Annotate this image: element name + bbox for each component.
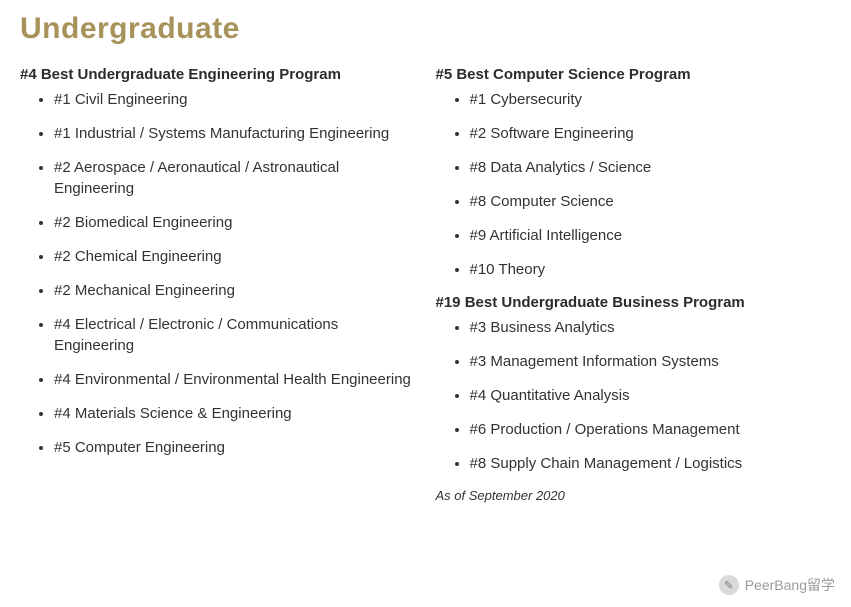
left-column: #4 Best Undergraduate Engineering Progra… (20, 58, 416, 503)
section-cs: #5 Best Computer Science Program #1 Cybe… (436, 66, 832, 280)
section-business: #19 Best Undergraduate Business Program … (436, 294, 832, 474)
page-title: Undergraduate (20, 12, 831, 46)
columns-container: #4 Best Undergraduate Engineering Progra… (20, 58, 831, 503)
as-of-caption: As of September 2020 (436, 488, 832, 503)
list-item: #4 Electrical / Electronic / Communicati… (54, 314, 416, 356)
section-heading-cs: #5 Best Computer Science Program (436, 66, 832, 83)
page-root: Undergraduate #4 Best Undergraduate Engi… (0, 0, 851, 503)
list-business: #3 Business Analytics #3 Management Info… (436, 317, 832, 474)
list-item: #1 Civil Engineering (54, 89, 416, 110)
list-cs: #1 Cybersecurity #2 Software Engineering… (436, 89, 832, 280)
list-item: #5 Computer Engineering (54, 437, 416, 458)
list-item: #1 Cybersecurity (470, 89, 832, 110)
list-item: #8 Supply Chain Management / Logistics (470, 453, 832, 474)
list-item: #3 Management Information Systems (470, 351, 832, 372)
list-item: #3 Business Analytics (470, 317, 832, 338)
list-item: #2 Mechanical Engineering (54, 280, 416, 301)
watermark: ✎ PeerBang留学 (719, 575, 835, 595)
section-heading-business: #19 Best Undergraduate Business Program (436, 294, 832, 311)
section-engineering: #4 Best Undergraduate Engineering Progra… (20, 66, 416, 458)
watermark-icon: ✎ (719, 575, 739, 595)
list-item: #8 Computer Science (470, 191, 832, 212)
list-item: #2 Chemical Engineering (54, 246, 416, 267)
list-item: #4 Quantitative Analysis (470, 385, 832, 406)
list-item: #4 Materials Science & Engineering (54, 403, 416, 424)
right-column: #5 Best Computer Science Program #1 Cybe… (436, 58, 832, 503)
list-item: #9 Artificial Intelligence (470, 225, 832, 246)
list-item: #2 Biomedical Engineering (54, 212, 416, 233)
list-item: #2 Aerospace / Aeronautical / Astronauti… (54, 157, 416, 199)
list-item: #2 Software Engineering (470, 123, 832, 144)
list-engineering: #1 Civil Engineering #1 Industrial / Sys… (20, 89, 416, 458)
list-item: #1 Industrial / Systems Manufacturing En… (54, 123, 416, 144)
list-item: #4 Environmental / Environmental Health … (54, 369, 416, 390)
watermark-text: PeerBang留学 (745, 575, 835, 595)
list-item: #6 Production / Operations Management (470, 419, 832, 440)
list-item: #10 Theory (470, 259, 832, 280)
section-heading-engineering: #4 Best Undergraduate Engineering Progra… (20, 66, 416, 83)
list-item: #8 Data Analytics / Science (470, 157, 832, 178)
